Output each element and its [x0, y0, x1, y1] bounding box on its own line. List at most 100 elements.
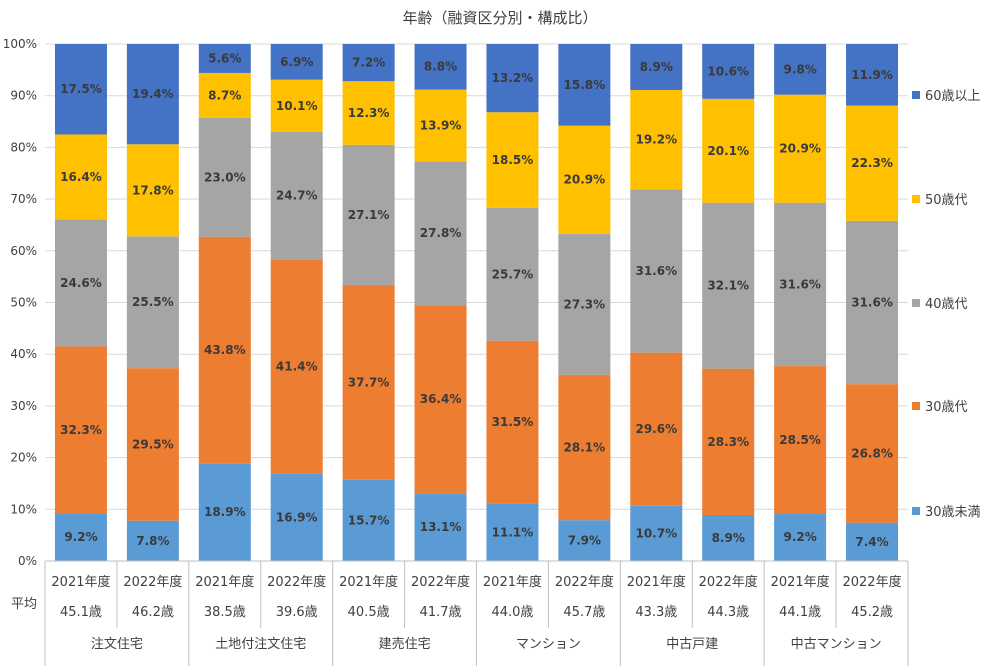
- legend-swatch: [912, 507, 920, 515]
- bar-segment: [54, 44, 107, 135]
- y-tick-label: 70%: [10, 192, 37, 206]
- grid-lines: [45, 43, 908, 562]
- data-label: 31.6%: [851, 296, 893, 310]
- data-label: 29.6%: [635, 422, 677, 436]
- data-label: 17.8%: [132, 183, 174, 197]
- y-tick-label: 10%: [10, 502, 37, 516]
- x-category-label: 2022年度: [842, 574, 901, 590]
- y-tick-label: 50%: [10, 296, 37, 310]
- data-label: 37.7%: [348, 375, 390, 389]
- data-label: 25.5%: [132, 295, 174, 309]
- average-age-label: 45.2歳: [851, 605, 893, 620]
- bar-segment: [702, 514, 755, 561]
- bar-segment: [270, 131, 323, 260]
- average-age-label: 41.7歳: [420, 605, 462, 620]
- bar-segment: [846, 384, 899, 523]
- bar-segment: [414, 161, 467, 306]
- legend-label: 50歳代: [925, 193, 968, 208]
- data-label: 32.3%: [60, 423, 102, 437]
- data-label: 8.9%: [712, 531, 745, 545]
- legend-swatch: [912, 299, 920, 307]
- bar-segment: [342, 284, 395, 480]
- data-label: 43.8%: [204, 343, 246, 357]
- data-label: 7.9%: [568, 534, 601, 548]
- x-group-label: 土地付注文住宅: [215, 637, 306, 652]
- bar-segment: [702, 44, 755, 99]
- bar-segment: [558, 233, 611, 375]
- data-label: 28.3%: [707, 435, 749, 449]
- bar-segment: [126, 44, 179, 145]
- x-axis-table: 2021年度 45.1歳 2022年度 46.2歳 2021年度 38.5歳 2022年度 3…: [11, 560, 909, 666]
- bar-segment: [414, 305, 467, 494]
- bar-segment: [846, 44, 899, 106]
- bar-segment: [126, 144, 179, 237]
- data-label: 10.7%: [635, 526, 677, 540]
- data-label: 9.2%: [783, 530, 816, 544]
- legend-swatch: [912, 195, 920, 203]
- data-label: 6.9%: [280, 55, 313, 69]
- data-label: 31.5%: [492, 415, 534, 429]
- x-category-label: 2022年度: [267, 574, 326, 590]
- average-age-label: 40.5歳: [348, 605, 390, 620]
- bar-segment: [702, 98, 755, 203]
- bar-segment: [414, 44, 467, 90]
- y-tick-label: 40%: [10, 347, 37, 361]
- data-label: 19.2%: [635, 133, 677, 147]
- bar-segment: [630, 189, 683, 353]
- bar-segment: [486, 112, 539, 208]
- data-label: 29.5%: [132, 437, 174, 451]
- bar-segment: [198, 72, 251, 118]
- bar-segment: [54, 219, 107, 347]
- data-label: 10.1%: [276, 99, 318, 113]
- legend-label: 40歳代: [925, 297, 968, 312]
- segment-labels: 9.2% 32.3% 24.6% 16.4% 17.5% 7.8% 29.5% 25.5% 17…: [60, 51, 893, 548]
- average-age-label: 44.1歳: [779, 605, 821, 620]
- y-tick-label: 20%: [10, 451, 37, 465]
- legend-label: 60歳以上: [925, 89, 981, 104]
- bar-segment: [558, 520, 611, 561]
- average-age-label: 43.3歳: [635, 605, 677, 620]
- data-label: 23.0%: [204, 170, 246, 184]
- bar-segment: [630, 90, 683, 190]
- data-label: 27.8%: [420, 226, 462, 240]
- average-row-label: 平均: [11, 597, 37, 612]
- x-group-label: 建売住宅: [379, 636, 431, 652]
- data-label: 32.1%: [707, 279, 749, 293]
- x-category-label: 2021年度: [483, 574, 542, 590]
- data-label: 24.6%: [60, 276, 102, 290]
- data-label: 41.4%: [276, 360, 318, 374]
- data-label: 16.4%: [60, 170, 102, 184]
- data-label: 20.1%: [707, 144, 749, 158]
- data-label: 15.8%: [564, 78, 606, 92]
- y-tick-label: 60%: [10, 244, 37, 258]
- bar-segment: [54, 346, 107, 514]
- data-label: 16.9%: [276, 510, 318, 524]
- x-category-label: 2021年度: [339, 574, 398, 590]
- x-category-label: 2021年度: [51, 574, 110, 590]
- data-label: 18.9%: [204, 505, 246, 519]
- y-axis: 0% 10% 20% 30% 40% 50% 60% 70% 80% 90% 100%: [3, 37, 37, 568]
- average-age-label: 46.2歳: [132, 605, 174, 620]
- data-label: 27.3%: [564, 297, 606, 311]
- data-label: 36.4%: [420, 392, 462, 406]
- x-category-label: 2022年度: [699, 574, 758, 590]
- x-group-label: 中古マンション: [791, 637, 882, 652]
- bar-segment: [558, 44, 611, 126]
- bar-segment: [342, 44, 395, 82]
- x-category-label: 2022年度: [555, 574, 614, 590]
- data-label: 22.3%: [851, 156, 893, 170]
- bar-segment: [774, 94, 827, 203]
- data-label: 13.9%: [420, 118, 462, 132]
- data-label: 13.1%: [420, 520, 462, 534]
- average-age-label: 38.5歳: [204, 605, 246, 620]
- data-label: 28.1%: [564, 441, 606, 455]
- bar-segment: [126, 236, 179, 369]
- data-label: 31.6%: [779, 277, 821, 291]
- average-age-label: 45.7歳: [563, 605, 605, 620]
- data-label: 20.9%: [779, 142, 821, 156]
- data-label: 24.7%: [276, 189, 318, 203]
- x-category-label: 2021年度: [771, 574, 830, 590]
- bar-segment: [486, 340, 539, 504]
- data-label: 13.2%: [492, 71, 534, 85]
- data-label: 12.3%: [348, 106, 390, 120]
